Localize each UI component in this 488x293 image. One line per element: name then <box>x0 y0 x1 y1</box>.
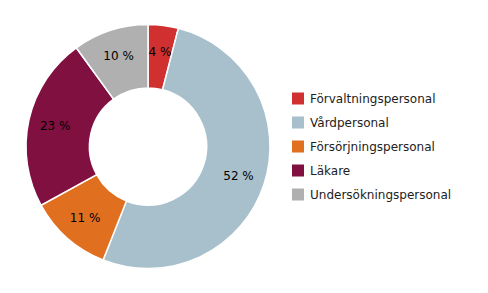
data-label: 23 % <box>40 119 71 133</box>
legend-label: Läkare <box>310 164 350 178</box>
legend-swatch <box>292 117 304 129</box>
legend-label: Förvaltningspersonal <box>310 92 435 106</box>
legend-label: Försörjningspersonal <box>310 140 435 154</box>
legend: Förvaltningspersonal Vårdpersonal Försörjn… <box>292 92 451 202</box>
legend-swatch <box>292 189 304 201</box>
data-label: 10 % <box>103 49 134 63</box>
legend-swatch <box>292 165 304 177</box>
legend-item: Förvaltningspersonal <box>292 92 435 106</box>
legend-label: Vårdpersonal <box>310 116 389 130</box>
data-label: 11 % <box>70 211 101 225</box>
data-label: 4 % <box>148 45 171 59</box>
legend-item: Försörjningspersonal <box>292 140 435 154</box>
legend-swatch <box>292 141 304 153</box>
pie <box>26 25 270 269</box>
legend-swatch <box>292 93 304 105</box>
data-labels: 4 % 52 % 11 % 23 % 10 % <box>40 45 254 225</box>
legend-item: Läkare <box>292 164 350 178</box>
data-label: 52 % <box>223 169 254 183</box>
legend-item: Undersökningspersonal <box>292 188 451 202</box>
legend-item: Vårdpersonal <box>292 116 389 130</box>
legend-label: Undersökningspersonal <box>310 188 451 202</box>
slice <box>76 25 148 100</box>
chart: 4 % 52 % 11 % 23 % 10 % Förvaltningspersonal V… <box>0 0 488 293</box>
